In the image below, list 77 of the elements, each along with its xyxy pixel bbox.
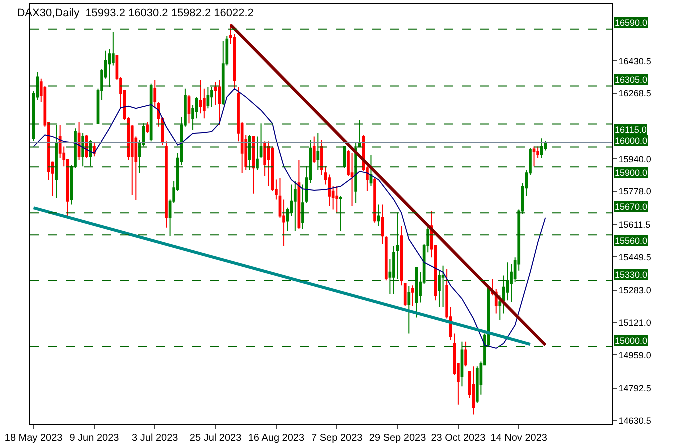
candlestick	[82, 132, 85, 168]
candlestick	[210, 86, 214, 108]
candlestick	[370, 154, 373, 187]
candlestick	[302, 184, 304, 230]
y-tick-label: 15778.0	[618, 186, 652, 197]
candlestick	[412, 285, 414, 307]
candlestick	[336, 186, 339, 214]
ref-line-label: 15560.0	[615, 236, 648, 246]
x-tick-label: 9 Jun 2023	[70, 433, 120, 444]
ref-line-label: 16115.0	[615, 125, 647, 135]
y-tick-label: 15283.0	[618, 286, 652, 296]
x-tick-label: 16 Aug 2023	[248, 433, 305, 444]
candlestick	[256, 136, 259, 170]
x-tick-label: 29 Sep 2023	[369, 433, 427, 444]
candlestick	[165, 141, 168, 228]
candlestick	[154, 80, 157, 108]
candlestick	[374, 178, 376, 224]
candlestick	[438, 270, 441, 308]
candlestick	[472, 366, 476, 416]
candlestick	[377, 204, 380, 227]
candlestick	[532, 146, 536, 168]
candlestick	[150, 83, 153, 142]
candlestick	[298, 159, 301, 230]
ref-line-label: 15000.0	[615, 336, 648, 346]
candlestick	[540, 138, 544, 159]
y-tick-label: 15121.0	[618, 318, 652, 328]
ref-line-label: 16590.0	[615, 18, 648, 28]
candlestick	[404, 282, 407, 307]
candlestick	[381, 204, 384, 245]
candlestick	[396, 212, 400, 280]
ref-line-label: 15330.0	[615, 270, 648, 280]
candlestick	[460, 341, 464, 388]
candlestick	[267, 141, 270, 188]
y-tick-label: 14792.5	[618, 384, 652, 394]
candlestick	[464, 341, 468, 368]
y-tick-label: 14959.0	[618, 350, 652, 360]
candlestick	[392, 246, 396, 294]
candlestick	[188, 94, 191, 124]
candlestick	[248, 134, 252, 170]
candlestick	[206, 86, 210, 110]
candlestick	[199, 80, 202, 114]
ref-line-label: 16305.0	[615, 75, 648, 85]
candlestick	[350, 152, 354, 207]
y-tick-label: 15940.0	[618, 154, 652, 164]
candlestick	[358, 120, 362, 148]
x-tick-label: 14 Nov 2023	[490, 433, 548, 444]
y-tick-label: 15449.5	[618, 252, 652, 262]
ref-line-label: 15900.0	[615, 168, 648, 178]
candlestick	[55, 124, 58, 199]
x-tick-label: 18 May 2023	[4, 433, 64, 444]
candlestick	[312, 136, 316, 164]
line-series	[33, 88, 546, 350]
candlestick	[415, 268, 418, 318]
y-tick-label: 15611.5	[618, 220, 651, 230]
candlestick	[222, 40, 225, 106]
candlestick	[498, 295, 502, 322]
x-tick-label: 25 Jul 2023	[190, 433, 242, 444]
candlestick	[339, 196, 342, 232]
candlestick	[400, 226, 403, 286]
candlestick	[218, 80, 222, 126]
candlestick	[442, 265, 445, 308]
y-tick-label: 16430.5	[618, 56, 652, 66]
candlestick	[294, 181, 297, 232]
ref-line-label: 16000.0	[615, 136, 648, 146]
x-tick-label: 3 Jul 2023	[132, 433, 179, 444]
y-tick-label: 14630.5	[618, 416, 652, 426]
candlestick	[78, 122, 81, 160]
candlestick	[260, 123, 263, 159]
candlestick	[384, 236, 388, 282]
candlestick	[408, 286, 411, 334]
candlestick	[316, 132, 320, 170]
y-tick-label: 16268.5	[618, 88, 652, 99]
candlestick	[252, 136, 256, 194]
x-tick-label: 23 Oct 2023	[431, 433, 486, 444]
ref-line-label: 15670.0	[615, 202, 648, 212]
x-tick-label: 7 Sep 2023	[312, 433, 364, 444]
candlestick	[146, 122, 149, 134]
